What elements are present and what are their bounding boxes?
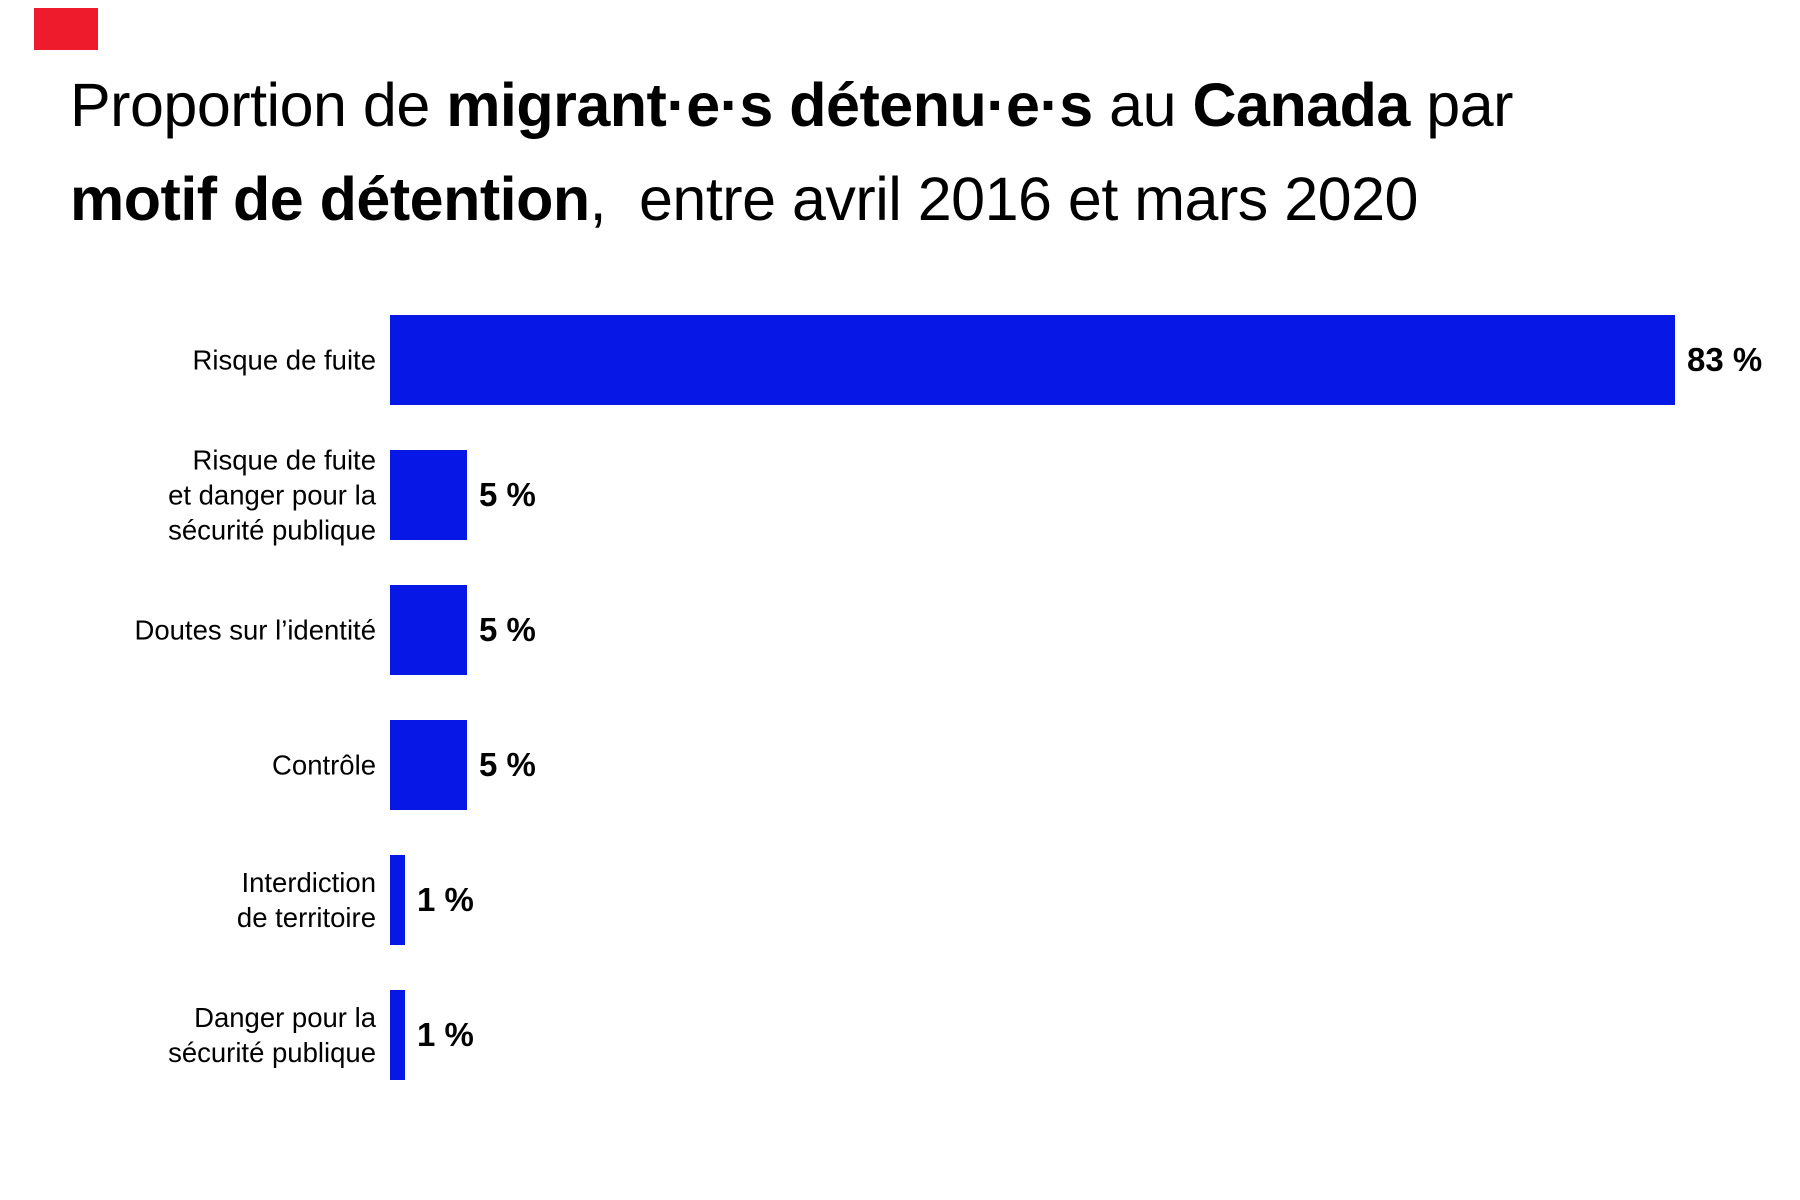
chart-title-segment: motif de détention bbox=[70, 165, 590, 233]
bar bbox=[390, 585, 467, 675]
chart-title: Proportion de migrant·e·s détenu·e·s au … bbox=[70, 58, 1513, 246]
chart-title-segment: Proportion de bbox=[70, 71, 447, 139]
chart-row: Contrôle 5 % bbox=[0, 720, 1800, 810]
chart-row: Interdiction de territoire 1 % bbox=[0, 855, 1800, 945]
category-label: Doutes sur l’identité bbox=[134, 614, 376, 646]
category-label: Danger pour la sécurité publique bbox=[168, 1002, 376, 1068]
bar bbox=[390, 450, 467, 540]
chart-row: Risque de fuite 83 % bbox=[0, 315, 1800, 405]
chart-title-segment: Canada bbox=[1192, 71, 1410, 139]
value-label: 83 % bbox=[1687, 341, 1763, 378]
chart-title-segment: , entre avril 2016 et mars 2020 bbox=[589, 165, 1419, 233]
bar bbox=[390, 315, 1675, 405]
bar bbox=[390, 855, 405, 945]
chart-row: Danger pour la sécurité publique 1 % bbox=[0, 990, 1800, 1080]
category-label: Contrôle bbox=[272, 749, 376, 781]
category-label: Risque de fuite et danger pour la sécuri… bbox=[168, 444, 376, 546]
chart-row: Risque de fuite et danger pour la sécuri… bbox=[0, 445, 1800, 546]
chart-title-segment: par bbox=[1409, 71, 1513, 139]
value-label: 1 % bbox=[417, 1016, 474, 1053]
category-label: Interdiction de territoire bbox=[236, 867, 376, 933]
value-label: 1 % bbox=[417, 881, 474, 918]
chart-title-line: motif de détention, entre avril 2016 et … bbox=[70, 152, 1513, 246]
value-label: 5 % bbox=[479, 746, 536, 783]
red-square-logo bbox=[34, 8, 98, 50]
chart-title-line: Proportion de migrant·e·s détenu·e·s au … bbox=[70, 58, 1513, 152]
bar bbox=[390, 990, 405, 1080]
category-label: Risque de fuite bbox=[192, 344, 376, 376]
chart-title-segment: au bbox=[1092, 71, 1193, 139]
chart-row: Doutes sur l’identité 5 % bbox=[0, 585, 1800, 675]
chart-title-segment: migrant·e·s détenu·e·s bbox=[446, 71, 1093, 139]
value-label: 5 % bbox=[479, 611, 536, 648]
value-label: 5 % bbox=[479, 476, 536, 513]
bar bbox=[390, 720, 467, 810]
